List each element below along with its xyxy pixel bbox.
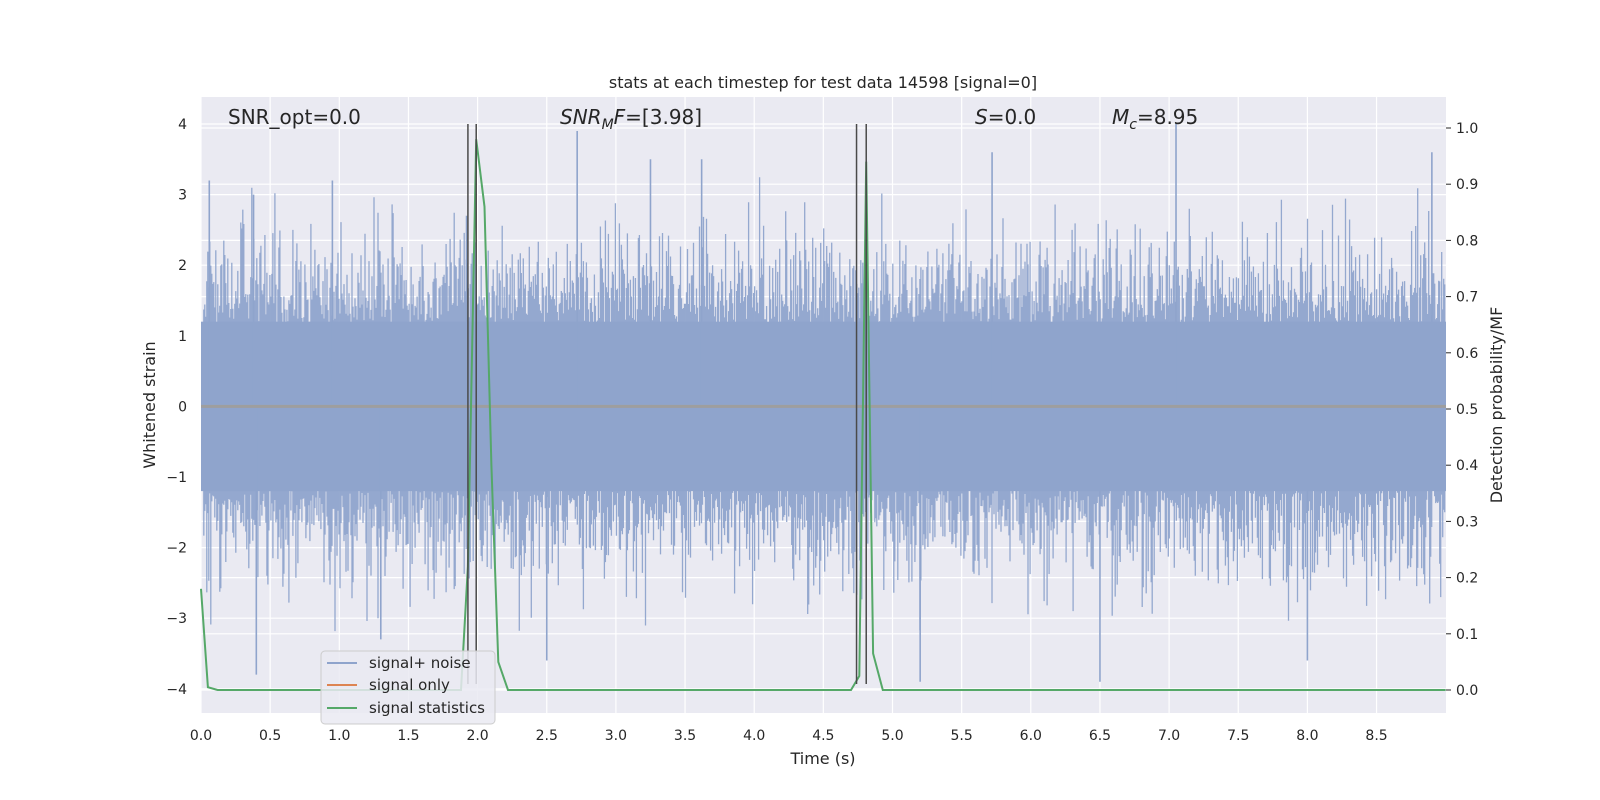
y-right-tick-label: 0.1 — [1456, 627, 1478, 643]
annotation-mc-value: =8.95 — [1137, 105, 1198, 129]
x-tick-label: 1.0 — [328, 728, 350, 744]
y-tick-label: 3 — [178, 188, 187, 204]
x-tick-label: 8.5 — [1365, 728, 1387, 744]
y-tick-label: −2 — [166, 541, 187, 557]
x-tick-label: 3.0 — [605, 728, 627, 744]
annotation-snr-mf: SNRMF=[3.98] — [560, 105, 702, 133]
annotation-s-value: =0.0 — [988, 105, 1037, 129]
x-tick-label: 0.5 — [259, 728, 281, 744]
x-tick-label: 5.5 — [951, 728, 973, 744]
y-right-tick-label: 0.4 — [1456, 458, 1478, 474]
x-tick-label: 4.0 — [743, 728, 765, 744]
x-tick-label: 5.0 — [881, 728, 903, 744]
annotation-mc: Mc=8.95 — [1112, 105, 1198, 133]
legend-label-signal-noise: signal+ noise — [369, 654, 471, 672]
annotation-snr-mf-value: =[3.98] — [625, 105, 702, 129]
x-axis-label: Time (s) — [789, 749, 855, 768]
annotation-snr-mf-sub: M — [602, 117, 614, 133]
vertical-markers — [467, 124, 867, 684]
y-right-tick-label: 0.9 — [1456, 177, 1478, 193]
legend-box — [320, 650, 496, 725]
x-tick-label: 7.5 — [1227, 728, 1249, 744]
x-tick-label: 1.5 — [397, 728, 419, 744]
annotation-s-main: S — [975, 105, 988, 129]
y-tick-label: 4 — [178, 117, 187, 133]
x-tick-label: 4.5 — [812, 728, 834, 744]
x-tick-label: 6.0 — [1020, 728, 1042, 744]
x-tick-label: 8.0 — [1296, 728, 1318, 744]
x-tick-label: 2.5 — [536, 728, 558, 744]
y-right-tick-label: 0.5 — [1456, 402, 1478, 418]
y-right-tick-label: 0.0 — [1456, 683, 1478, 699]
y-right-tick-label: 0.7 — [1456, 290, 1478, 306]
annotation-s: S=0.0 — [975, 105, 1036, 129]
annotation-snr-mf-f: F — [614, 105, 626, 129]
legend-label-signal-statistics: signal statistics — [369, 699, 485, 717]
y-axis-label: Whitened strain — [140, 341, 159, 468]
x-tick-label: 2.0 — [466, 728, 488, 744]
x-tick-label: 0.0 — [190, 728, 212, 744]
y-tick-label: −1 — [166, 470, 187, 486]
y-tick-label: 2 — [178, 258, 187, 274]
ticks: 0.0 0.5 1.0 1.5 2.0 2.5 3.0 3.5 4.0 4.5 5.0 5.5 6.0 6… — [166, 117, 1478, 744]
legend: signal+ noise signal only signal statist… — [320, 650, 496, 725]
annotation-snr-opt: SNR_opt=0.0 — [228, 105, 361, 129]
y-tick-label: 1 — [178, 329, 187, 345]
y-right-tick-label: 0.3 — [1456, 514, 1478, 530]
y-right-tick-label: 0.6 — [1456, 346, 1478, 362]
annotation-mc-main: M — [1112, 105, 1129, 129]
y-right-tick-label: 0.2 — [1456, 571, 1478, 587]
y-right-tick-label: 1.0 — [1456, 121, 1478, 137]
y-tick-label: −4 — [166, 682, 187, 698]
legend-label-signal-only: signal only — [369, 676, 450, 694]
y-tick-label: 0 — [178, 399, 187, 415]
y-tick-label: −3 — [166, 611, 187, 627]
x-tick-label: 3.5 — [674, 728, 696, 744]
annotation-snr-mf-main: SNR — [560, 105, 602, 129]
annotation-mc-sub: c — [1129, 117, 1137, 133]
chart-title: stats at each timestep for test data 145… — [609, 73, 1037, 92]
x-tick-label: 7.0 — [1158, 728, 1180, 744]
y-axis-right-label: Detection probability/MF — [1487, 307, 1506, 504]
y-right-tick-label: 0.8 — [1456, 233, 1478, 249]
x-tick-label: 6.5 — [1089, 728, 1111, 744]
